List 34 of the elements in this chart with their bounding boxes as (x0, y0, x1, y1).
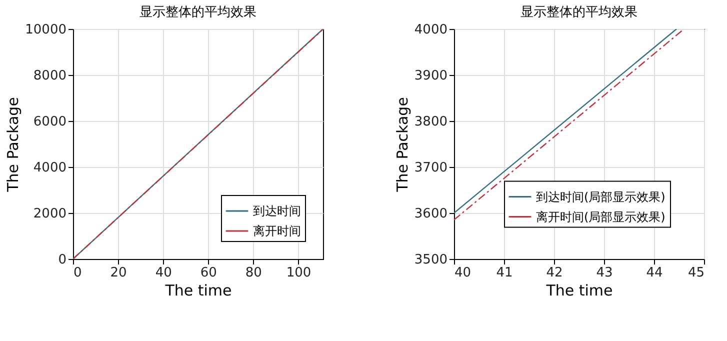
y-tick-label: 2000 (33, 206, 66, 222)
y-axis-title: The Package (393, 97, 412, 193)
x-tick-label: 42 (546, 266, 563, 280)
y-axis-title: The Package (4, 97, 22, 193)
y-tick-label: 6000 (33, 114, 66, 130)
x-tick-label: 100 (286, 266, 312, 280)
y-tick-label: 4000 (33, 160, 66, 176)
x-tick-label: 41 (496, 266, 513, 280)
x-tick-label: 40 (454, 266, 472, 280)
y-tick-label: 3600 (414, 206, 448, 222)
x-axis-title: The time (545, 282, 613, 300)
legend-label: 离开时间(局部显示效果) (536, 210, 666, 224)
legend-label: 到达时间 (253, 204, 301, 218)
x-tick-label: 0 (74, 266, 82, 280)
chart-title: 显示整体的平均效果 (140, 5, 256, 20)
y-tick-label: 3900 (414, 68, 448, 84)
x-tick-label: 20 (110, 266, 127, 280)
x-tick-label: 60 (200, 266, 217, 280)
y-tick-label: 0 (58, 252, 66, 268)
y-tick-label: 3700 (414, 160, 448, 176)
legend-label: 到达时间(局部显示效果) (536, 190, 666, 204)
x-tick-label: 45 (688, 266, 704, 280)
legend-label: 离开时间 (253, 224, 301, 238)
chart-title: 显示整体的平均效果 (520, 5, 638, 20)
x-tick-label: 40 (155, 266, 172, 280)
x-tick-label: 44 (646, 266, 663, 280)
x-tick-label: 43 (596, 266, 613, 280)
y-tick-label: 8000 (33, 68, 66, 84)
y-tick-label: 3500 (414, 252, 448, 268)
y-tick-label: 4000 (414, 22, 448, 38)
x-axis-title: The time (164, 282, 232, 300)
y-tick-label: 3800 (414, 114, 448, 130)
y-tick-label: 10000 (25, 22, 66, 38)
x-tick-label: 80 (245, 266, 262, 280)
